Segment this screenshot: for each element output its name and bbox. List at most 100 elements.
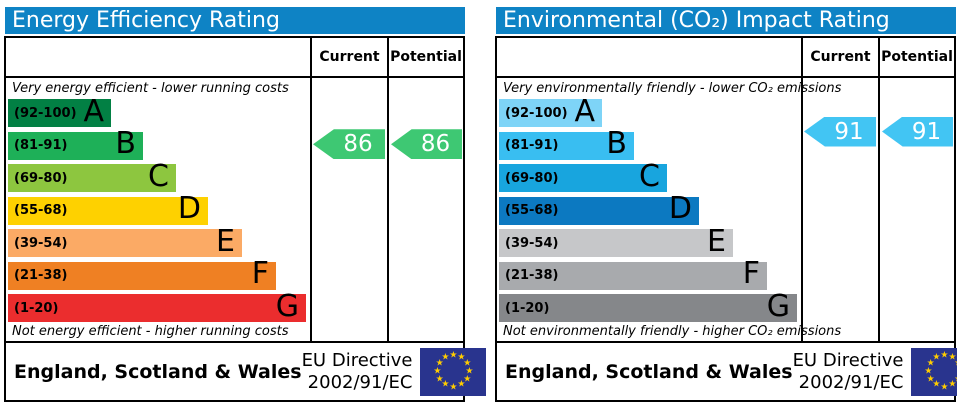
eu-flag-star: ★ — [433, 366, 442, 376]
band-letter: C — [639, 158, 660, 194]
band-letter: G — [766, 288, 790, 324]
rating-main: Current Potential Very environmentally f… — [497, 38, 954, 341]
eu-flag-star: ★ — [954, 359, 957, 368]
band-letter: C — [148, 158, 169, 194]
eu-flag-star: ★ — [924, 366, 933, 376]
eu-directive-line2: 2002/91/EC — [798, 371, 904, 393]
band-letter: E — [707, 223, 726, 259]
footer-divider-line — [6, 341, 463, 343]
eu-flag-star: ★ — [457, 352, 466, 363]
band-letter: D — [668, 191, 692, 226]
rating-band-c: (69-80) C — [499, 158, 667, 194]
eu-flag-star: ★ — [948, 352, 957, 363]
eu-flag-star: ★ — [441, 352, 450, 363]
rating-band-d: (55-68) D — [499, 191, 699, 226]
energy-efficiency-panel: Energy Efficiency Rating Current Potenti… — [0, 0, 487, 404]
band-letter: G — [275, 288, 299, 324]
rating-table: Current Potential Very energy efficient … — [4, 36, 487, 402]
eu-directive-line2: 2002/91/EC — [307, 371, 413, 393]
column-header-potential: Potential — [881, 49, 953, 65]
band-range-label: (69-80) — [505, 170, 559, 186]
rating-table: Current Potential Very environmentally f… — [495, 36, 957, 402]
panel-title: Environmental (CO₂) Impact Rating — [503, 8, 890, 33]
panel-title-bar: Environmental (CO₂) Impact Rating — [496, 7, 956, 34]
eu-directive-line1: EU Directive — [792, 349, 904, 371]
band-letter: F — [251, 256, 269, 291]
band-range-label: (39-54) — [505, 235, 559, 251]
eu-directive-line1: EU Directive — [301, 349, 413, 371]
column-header-current: Current — [319, 49, 380, 65]
eu-flag-star: ★ — [940, 350, 949, 360]
band-range-label: (55-68) — [14, 203, 68, 218]
band-letter: D — [177, 191, 201, 226]
eu-flag-star: ★ — [457, 379, 466, 390]
panel-footer: England, Scotland & Wales EU Directive 20… — [497, 343, 957, 400]
band-range-label: (55-68) — [505, 203, 559, 218]
potential-rating-arrow: 86 — [391, 129, 462, 160]
band-range-label: (21-38) — [505, 268, 559, 283]
band-range-label: (81-91) — [14, 138, 68, 153]
column-divider — [310, 38, 312, 341]
band-letter: E — [216, 223, 235, 259]
column-divider — [387, 38, 389, 341]
band-letter: A — [83, 93, 104, 129]
eu-flag: ★★★★★★★★★★★★ — [420, 347, 487, 396]
eu-flag-star: ★ — [926, 374, 935, 384]
eu-flag-star: ★ — [463, 358, 472, 368]
column-header-current: Current — [810, 49, 871, 65]
rating-main: Current Potential Very energy efficient … — [6, 38, 463, 341]
header-divider-line — [6, 76, 463, 78]
potential-rating-arrow: 91 — [882, 116, 953, 147]
eu-flag-star: ★ — [449, 350, 458, 360]
eu-flag-star: ★ — [940, 382, 949, 392]
eu-flag: ★★★★★★★★★★★★ — [911, 347, 957, 396]
top-caption: Very environmentally friendly - lower CO… — [503, 81, 842, 96]
rating-band-d: (55-68) D — [8, 191, 208, 226]
eu-flag-star: ★ — [948, 379, 957, 390]
band-range-label: (39-54) — [14, 235, 68, 251]
rating-band-e: (39-54) E — [8, 223, 242, 259]
region-label: England, Scotland & Wales — [14, 360, 302, 383]
eu-flag-star: ★ — [441, 379, 450, 390]
rating-band-f: (21-38) F — [499, 256, 767, 291]
eu-flag-star: ★ — [932, 379, 941, 390]
rating-band-b: (81-91) B — [8, 129, 143, 160]
bottom-caption: Not energy efficient - higher running co… — [12, 324, 289, 339]
current-rating-arrow: 91 — [804, 116, 876, 147]
eu-flag-star: ★ — [926, 358, 935, 368]
eu-flag-star: ★ — [463, 374, 472, 384]
band-letter: B — [606, 126, 627, 161]
bottom-caption: Not environmentally friendly - higher CO… — [503, 324, 842, 339]
panel-footer: England, Scotland & Wales EU Directive 20… — [6, 343, 487, 400]
band-letter: F — [742, 256, 760, 291]
eu-flag-star: ★ — [954, 375, 957, 384]
rating-band-f: (21-38) F — [8, 256, 276, 291]
current-rating-arrow: 86 — [313, 129, 385, 160]
band-range-label: (92-100) — [505, 105, 568, 121]
region-label: England, Scotland & Wales — [505, 360, 793, 383]
panel-title-bar: Energy Efficiency Rating — [5, 7, 465, 34]
rating-band-a: (92-100) A — [8, 93, 111, 129]
rating-band-e: (39-54) E — [499, 223, 733, 259]
column-header-potential: Potential — [390, 49, 462, 65]
band-range-label: (69-80) — [14, 170, 68, 186]
eu-flag-star: ★ — [449, 382, 458, 392]
rating-band-g: (1-20) G — [499, 288, 797, 324]
column-divider — [878, 38, 880, 341]
rating-band-a: (92-100) A — [499, 93, 602, 129]
rating-band-c: (69-80) C — [8, 158, 176, 194]
environmental-impact-panel: Environmental (CO₂) Impact Rating Curren… — [491, 0, 957, 404]
eu-flag-star: ★ — [435, 358, 444, 368]
rating-band-g: (1-20) G — [8, 288, 306, 324]
band-range-label: (1-20) — [14, 300, 59, 316]
header-divider-line — [497, 76, 954, 78]
panel-title: Energy Efficiency Rating — [12, 8, 280, 33]
band-range-label: (21-38) — [14, 268, 68, 283]
eu-flag-star: ★ — [465, 366, 474, 376]
eu-flag-star: ★ — [435, 374, 444, 384]
eu-flag-star: ★ — [932, 352, 941, 363]
eu-directive-label: EU Directive 2002/91/EC — [302, 350, 413, 393]
column-divider — [801, 38, 803, 341]
band-letter: A — [574, 93, 595, 129]
band-range-label: (1-20) — [505, 300, 550, 316]
